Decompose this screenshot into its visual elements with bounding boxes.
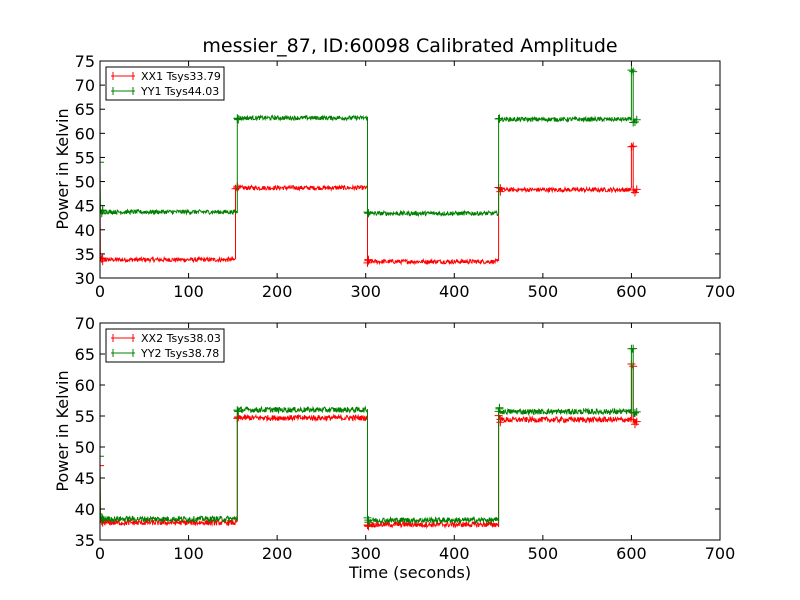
bottom-y-tick-label: 70 [75, 314, 95, 333]
bottom-y-tick-label: 50 [75, 438, 95, 457]
top-y-tick-label: 30 [75, 269, 95, 288]
top-x-tick-label: 700 [705, 282, 736, 301]
top-x-tick-label: 600 [616, 282, 647, 301]
top-legend-box [105, 66, 225, 101]
top-y-tick-label: 50 [75, 173, 95, 192]
top-series-1-marker [632, 185, 641, 194]
top-x-tick-label: 100 [173, 282, 204, 301]
top-series-2-marker [363, 208, 372, 217]
bottom-legend-marker-2 [112, 349, 134, 357]
top-series-1-marker [100, 254, 107, 263]
top-legend: XX1 Tsys33.79 YY1 Tsys44.03 [105, 66, 225, 101]
top-series-2-marker [364, 209, 373, 218]
top-y-axis-label: Power in Kelvin [53, 108, 72, 229]
bottom-series-2-marker [630, 408, 639, 417]
bottom-legend-label-2: YY2 Tsys38.78 [140, 347, 219, 360]
bottom-series-2-marker [234, 407, 243, 416]
top-y-tick-label: 40 [75, 221, 95, 240]
bottom-series-2-marker [629, 344, 638, 353]
bottom-x-tick-label: 200 [262, 544, 293, 563]
bottom-series-2-marker [233, 406, 242, 415]
top-x-tick-label: 400 [439, 282, 470, 301]
top-y-tick-label: 70 [75, 76, 95, 95]
top-y-tick-label: 75 [75, 52, 95, 71]
bottom-x-tick-label: 100 [173, 544, 204, 563]
top-series-1-marker [496, 187, 505, 196]
bottom-x-tick-label: 500 [528, 544, 559, 563]
top-series-2-marker [629, 67, 638, 76]
top-series-2-marker [632, 115, 641, 124]
top-series-2-marker [233, 114, 242, 123]
top-legend-marker-1 [112, 72, 134, 80]
bottom-y-tick-label: 65 [75, 345, 95, 364]
bottom-y-tick-label: 55 [75, 407, 95, 426]
bottom-series-2-marker [632, 407, 641, 416]
top-plot-area [100, 66, 641, 267]
bottom-series-2-marker [100, 515, 107, 524]
bottom-y-tick-label: 45 [75, 469, 95, 488]
top-legend-label-2: YY1 Tsys44.03 [140, 85, 219, 98]
x-axis-label: Time (seconds) [348, 563, 471, 582]
top-y-tick-label: 60 [75, 124, 95, 143]
bottom-series-2-marker [100, 452, 104, 461]
top-x-tick-label: 500 [528, 282, 559, 301]
bottom-plot-area [100, 344, 641, 531]
bottom-series-1-line [100, 363, 638, 530]
top-y-tick-label: 55 [75, 148, 95, 167]
top-legend-marker-2 [112, 87, 134, 95]
bottom-series-2-line [100, 347, 638, 525]
bottom-x-tick-label: 600 [616, 544, 647, 563]
bottom-series-1-marker [629, 415, 638, 424]
bottom-y-axis-label: Power in Kelvin [53, 370, 72, 491]
bottom-x-tick-label: 400 [439, 544, 470, 563]
top-series-2-marker [630, 117, 639, 126]
top-series-1-marker [364, 255, 373, 264]
top-x-tick-label: 200 [262, 282, 293, 301]
top-series-1-marker [363, 258, 372, 267]
top-series-2-marker [627, 66, 636, 75]
bottom-legend-marker-1 [112, 334, 134, 342]
top-series-2-marker [100, 158, 104, 167]
bottom-x-tick-label: 0 [95, 544, 105, 563]
bottom-y-tick-label: 60 [75, 376, 95, 395]
bottom-legend-label-1: XX2 Tsys38.03 [141, 332, 221, 345]
bottom-series-1-marker [496, 418, 505, 427]
top-series-2-marker [100, 206, 107, 215]
top-series-2-marker [234, 115, 243, 124]
bottom-legend-box [105, 328, 225, 363]
top-y-tick-label: 35 [75, 245, 95, 264]
top-series-1-marker [100, 254, 106, 263]
bottom-legend: XX2 Tsys38.03 YY2 Tsys38.78 [105, 328, 225, 363]
top-y-tick-label: 65 [75, 100, 95, 119]
bottom-series-1-marker [632, 417, 641, 426]
top-y-tick-label: 45 [75, 197, 95, 216]
bottom-y-tick-label: 35 [75, 531, 95, 550]
chart-title: messier_87, ID:60098 Calibrated Amplitud… [202, 35, 617, 57]
bottom-series-2-marker [364, 516, 373, 525]
top-x-tick-label: 300 [350, 282, 381, 301]
top-axes-frame [99, 60, 721, 279]
bottom-x-tick-label: 300 [350, 544, 381, 563]
top-legend-label-1: XX1 Tsys33.79 [141, 70, 221, 83]
bottom-y-tick-label: 40 [75, 500, 95, 519]
top-series-2-marker [495, 114, 504, 123]
bottom-series-2-marker [495, 404, 504, 413]
bottom-series-1-marker [100, 461, 104, 470]
top-panel: 0 100 200 300 400 500 600 700 30 35 40 45 50 55 60 65 70… [75, 52, 736, 301]
top-series-1-line [100, 143, 637, 266]
top-series-1-marker [629, 142, 638, 151]
bottom-axes-frame [99, 322, 721, 541]
top-x-tick-label: 0 [95, 282, 105, 301]
bottom-panel: 0 100 200 300 400 500 600 700 35 40 45 50 55 60 65 70 XX… [75, 314, 736, 563]
bottom-x-tick-label: 700 [705, 544, 736, 563]
top-series-1-marker [627, 142, 636, 151]
